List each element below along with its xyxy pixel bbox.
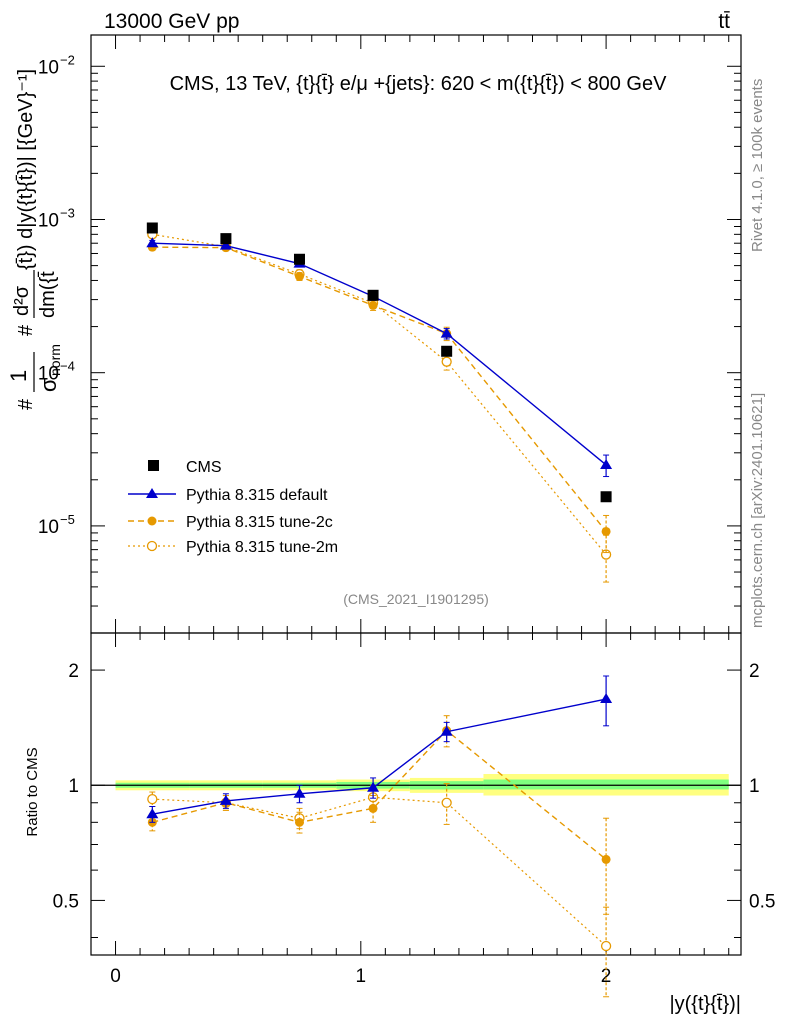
ratio-panel-frame [90,632,742,956]
main-y-tick-exp-2: −4 [60,359,75,374]
mcplots-label: mcplots.cern.ch [arXiv:2401.10621] [749,393,766,628]
legend-marker-tune2c [147,516,157,526]
main-y-tick-exp-1: −3 [60,205,75,220]
main-point-square [367,289,379,301]
main-line-triangle [152,242,607,466]
main-point-triangle [219,239,232,250]
ratio-point-triangle [293,787,306,798]
main-point-circle-filled [368,300,378,310]
ratio-point-circle-filled [368,803,378,813]
main-line-circle-open [152,233,607,555]
ratio-point-triangle [440,725,453,736]
main-point-circle-filled [601,526,611,536]
y-label-hash2: # [15,324,37,336]
y-label-one: 1 [6,370,31,382]
main-point-circle-filled [294,271,304,281]
band-inner-5 [483,779,729,790]
ratio-y-tick-label-right-0: 0.5 [749,891,775,912]
main-series-layer [146,222,613,583]
main-y-tick-exp-3: −5 [60,512,75,527]
rivet-version-label: Rivet 4.1.0, ≥ 100k events [749,79,766,252]
x-tick-label-1: 1 [356,966,367,987]
ratio-point-triangle [219,794,232,805]
main-point-triangle [600,458,613,469]
main-y-tick-exp-0: −2 [60,52,75,67]
ratio-point-circle-open [600,940,612,952]
main-point-triangle [146,237,159,248]
y-label-hash1: # [15,398,37,410]
main-y-tick-label-1: 10 [38,210,59,231]
legend-label-cms: CMS [186,459,222,476]
header-final-state: tt̄ [718,10,730,33]
axis-ticks: 10−210−310−410 −50.5 0.51 12 20 1 2 [38,35,775,987]
ratio-series-layer [146,675,613,998]
main-y-tick-label-2: 10 [38,364,59,385]
legend-label-default: Pythia 8.315 default [186,487,328,504]
legend-marker-tune2m [146,540,158,552]
y-label-rest: {t̄}) d|y({t}{t̄})| [{GeV}⁻¹] [15,69,37,270]
ratio-point-circle-filled [294,817,304,827]
x-axis-label: |y({t}{t̄})| [669,993,741,1015]
ratio-point-circle-filled [601,854,611,864]
ratio-line-triangle [152,698,607,815]
ratio-y-tick-label-left-0: 0.5 [53,891,79,912]
ratio-point-triangle [600,693,613,704]
y-label-numerator: d²σ [11,285,33,316]
ratio-y-axis-label: Ratio to CMS [24,747,41,836]
ratio-line-circle-open [152,796,607,947]
main-point-circle-open [441,356,452,367]
ratio-y-tick-label-right-2: 2 [749,661,760,682]
y-label-norm: norm [47,344,63,376]
header-process: 13000 GeV pp [104,10,239,33]
ratio-point-triangle [367,781,380,792]
ratio-y-tick-label-right-1: 1 [749,776,760,797]
x-tick-label-0: 0 [110,966,121,987]
y-label-sigma: σ [36,378,61,392]
main-plot-title: CMS, 13 TeV, {t}{t̄} e/μ +{jets}: 620 < … [170,73,668,95]
main-y-tick-label-3: 10 [38,517,59,538]
main-y-tick-label-0: 10 [38,57,59,78]
ratio-y-tick-label-left-2: 2 [68,661,79,682]
legend: CMS Pythia 8.315 default Pythia 8.315 tu… [128,459,338,556]
analysis-tag: (CMS_2021_I1901295) [343,591,489,607]
ratio-point-triangle [146,808,159,819]
y-label-denominator: dm({t̄ [37,271,59,318]
main-point-square [441,345,453,357]
main-point-square [293,253,305,265]
legend-label-tune2m: Pythia 8.315 tune-2m [186,539,338,556]
ratio-point-circle-open [441,797,452,808]
ratio-point-circle-open [147,793,158,805]
ratio-y-tick-label-left-1: 1 [68,776,79,797]
legend-marker-default [146,488,158,498]
main-point-square [600,491,612,503]
main-point-square [146,222,158,234]
legend-marker-cms [148,460,159,471]
ratio-line-circle-filled [152,729,607,860]
legend-label-tune2c: Pythia 8.315 tune-2c [186,514,333,531]
main-point-triangle [440,327,453,338]
main-y-axis-label: # 1 σ norm # d²σ dm({t̄ {t̄}) d|y({t}{t̄… [6,69,63,410]
main-point-square [220,233,232,245]
x-tick-label-2: 2 [601,966,612,987]
main-line-circle-filled [152,246,607,532]
